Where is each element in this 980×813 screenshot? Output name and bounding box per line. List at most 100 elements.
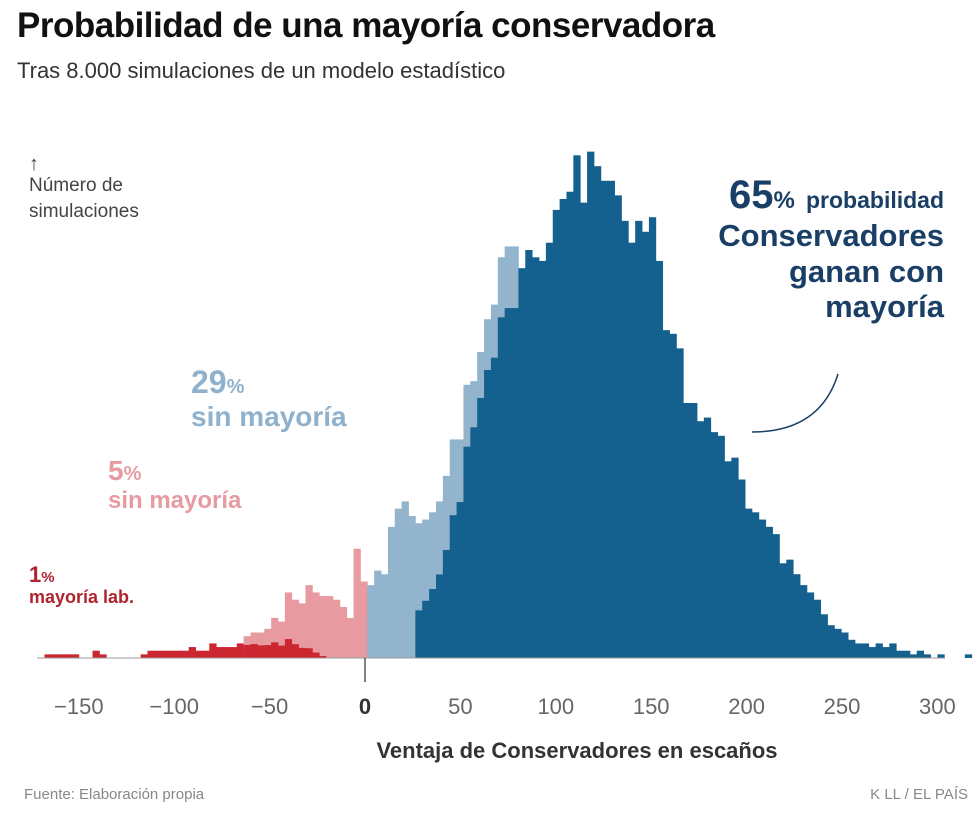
histogram-bar xyxy=(532,257,540,658)
histogram-bar xyxy=(587,151,595,658)
conservative-line3: mayoría xyxy=(825,289,944,325)
histogram-bar xyxy=(896,650,904,658)
y-axis-label-line2: simulaciones xyxy=(29,201,139,222)
conservative-line1: Conservadores xyxy=(718,218,944,253)
histogram-bar xyxy=(360,581,368,658)
histogram-bar-overlap xyxy=(490,357,499,658)
histogram-bar xyxy=(889,643,897,658)
conservative-prob-word: probabilidad xyxy=(806,187,944,213)
histogram-bar xyxy=(621,220,629,659)
conservative-pct: 65 xyxy=(729,173,774,217)
source-note: Fuente: Elaboración propia xyxy=(24,786,205,803)
histogram-bar-overlap xyxy=(477,397,485,658)
x-tick-label: −50 xyxy=(251,694,288,719)
histogram-bar xyxy=(662,330,670,658)
histogram-bar xyxy=(284,592,293,658)
histogram-bar xyxy=(99,654,107,658)
no-majority-lab-annotation: 5% sin mayoría xyxy=(108,455,241,515)
histogram-bar xyxy=(353,548,361,658)
histogram-bar xyxy=(291,599,299,658)
histogram-bar xyxy=(140,654,148,658)
histogram-bar xyxy=(298,603,306,658)
y-axis-label: ↑ Número de simulaciones xyxy=(29,153,139,225)
histogram-bar xyxy=(174,650,183,658)
histogram-bar xyxy=(518,268,526,658)
histogram-bar xyxy=(703,417,712,658)
histogram-bar xyxy=(751,512,760,658)
histogram-bar xyxy=(923,654,931,658)
histogram-bar xyxy=(690,403,698,658)
chart-title: Probabilidad de una mayoría conservadora xyxy=(17,6,715,45)
x-tick-label: 150 xyxy=(633,694,670,719)
histogram-bar xyxy=(827,625,835,658)
chart-subtitle: Tras 8.000 simulaciones de un modelo est… xyxy=(17,58,506,83)
histogram-bar xyxy=(408,515,416,658)
histogram-bar xyxy=(332,599,341,658)
histogram-bar xyxy=(168,650,176,658)
histogram-bar xyxy=(786,559,794,658)
histogram-bar-overlap xyxy=(415,610,423,658)
histogram-bar-overlap xyxy=(497,317,506,658)
histogram-bar xyxy=(346,617,354,658)
histogram-bar xyxy=(593,166,602,658)
histogram-bar xyxy=(642,231,650,659)
x-tick-label: 250 xyxy=(824,694,861,719)
no-majority-con-label: sin mayoría xyxy=(191,400,347,432)
no-majority-con-pct: 29 xyxy=(191,364,227,400)
up-arrow-icon: ↑ xyxy=(29,153,39,175)
histogram-bar xyxy=(181,650,190,658)
histogram-bar xyxy=(188,647,196,658)
histogram-bar xyxy=(58,654,66,658)
x-ticks-group: −150 −100 −50 0 50 100 150 200 250 300 xyxy=(54,694,956,719)
histogram-bar xyxy=(271,617,279,658)
histogram-bar xyxy=(793,574,801,658)
histogram-bar xyxy=(525,250,533,658)
histogram-bar xyxy=(676,348,684,658)
histogram-bar xyxy=(800,585,808,658)
histogram-bar xyxy=(854,643,863,658)
histogram-bar xyxy=(257,632,265,658)
histogram-bar xyxy=(147,650,155,658)
histogram-bar xyxy=(195,650,203,658)
histogram-bar xyxy=(580,202,588,658)
histogram-bar xyxy=(51,654,59,658)
histogram-bar-overlap xyxy=(319,656,327,658)
histogram-bar xyxy=(566,191,574,658)
histogram-bar xyxy=(861,643,870,658)
histogram-bar-overlap xyxy=(435,574,444,658)
labour-majority-annotation: 1% mayoría lab. xyxy=(29,562,134,608)
x-axis-title: Ventaja de Conservadores en escaños xyxy=(376,738,777,763)
histogram-bar-overlap xyxy=(470,427,478,658)
histogram-bar xyxy=(71,654,80,658)
labour-majority-pct: 1 xyxy=(29,562,42,587)
histogram-bar xyxy=(738,479,746,658)
histogram-bar xyxy=(964,654,973,658)
histogram-bar-overlap xyxy=(456,502,464,658)
histogram-bar-overlap xyxy=(442,549,451,658)
histogram-bar xyxy=(202,650,210,658)
x-tick-label: −100 xyxy=(149,694,199,719)
histogram-bar xyxy=(758,519,767,658)
histogram-bar xyxy=(367,585,375,658)
histogram-bar xyxy=(731,457,739,658)
histogram-bar-overlap xyxy=(298,647,306,658)
histogram-bar xyxy=(806,592,815,658)
conservative-line2: ganan con xyxy=(788,253,944,289)
histogram-bar xyxy=(415,523,423,658)
histogram-bar-overlap xyxy=(463,446,471,658)
histogram-bar xyxy=(422,519,430,658)
histogram-bar xyxy=(552,209,561,658)
histogram-bar xyxy=(305,585,313,658)
no-majority-lab-label: sin mayoría xyxy=(108,487,242,515)
histogram-bar xyxy=(44,654,52,658)
x-tick-label: −150 xyxy=(54,694,104,719)
histogram-bar xyxy=(319,596,327,658)
histogram-bar xyxy=(916,650,925,658)
histogram-bar-overlap xyxy=(257,645,265,658)
histogram-bar-overlap xyxy=(484,370,492,658)
histogram-bar-overlap xyxy=(271,642,279,658)
histogram-bar xyxy=(394,508,403,658)
histogram-bar xyxy=(669,333,677,658)
histogram-bar-overlap xyxy=(284,639,293,658)
